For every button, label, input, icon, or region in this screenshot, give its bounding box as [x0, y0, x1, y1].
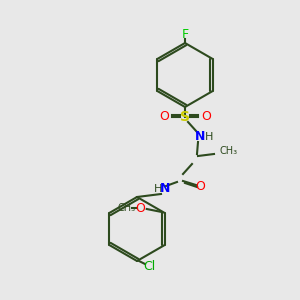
Text: CH₃: CH₃	[220, 146, 238, 156]
Text: N: N	[195, 130, 205, 143]
Text: S: S	[180, 110, 190, 124]
Text: O: O	[195, 181, 205, 194]
Text: F: F	[182, 28, 189, 41]
Text: O: O	[201, 110, 211, 124]
Text: O: O	[159, 110, 169, 124]
Text: H: H	[154, 184, 162, 194]
Text: CH₃: CH₃	[118, 203, 136, 213]
Text: H: H	[205, 132, 213, 142]
Text: O: O	[135, 202, 145, 214]
Text: N: N	[160, 182, 170, 196]
Text: Cl: Cl	[143, 260, 155, 272]
